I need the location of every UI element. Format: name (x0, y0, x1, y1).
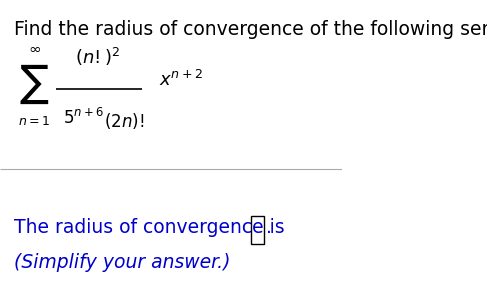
Text: $n=1$: $n=1$ (18, 115, 50, 128)
Text: The radius of convergence is: The radius of convergence is (14, 218, 290, 237)
Text: $\infty$: $\infty$ (28, 41, 40, 56)
Text: $5^{n+6}$: $5^{n+6}$ (63, 108, 104, 128)
Text: (Simplify your answer.): (Simplify your answer.) (14, 253, 230, 272)
Text: Find the radius of convergence of the following series.: Find the radius of convergence of the fo… (14, 20, 487, 39)
Text: .: . (266, 218, 272, 237)
Text: $\sum$: $\sum$ (19, 63, 49, 106)
Bar (251, 216, 264, 244)
Text: $(2n)!$: $(2n)!$ (104, 111, 144, 131)
Text: $x^{n+2}$: $x^{n+2}$ (159, 70, 203, 90)
Text: $(n!)^2$: $(n!)^2$ (75, 46, 120, 68)
